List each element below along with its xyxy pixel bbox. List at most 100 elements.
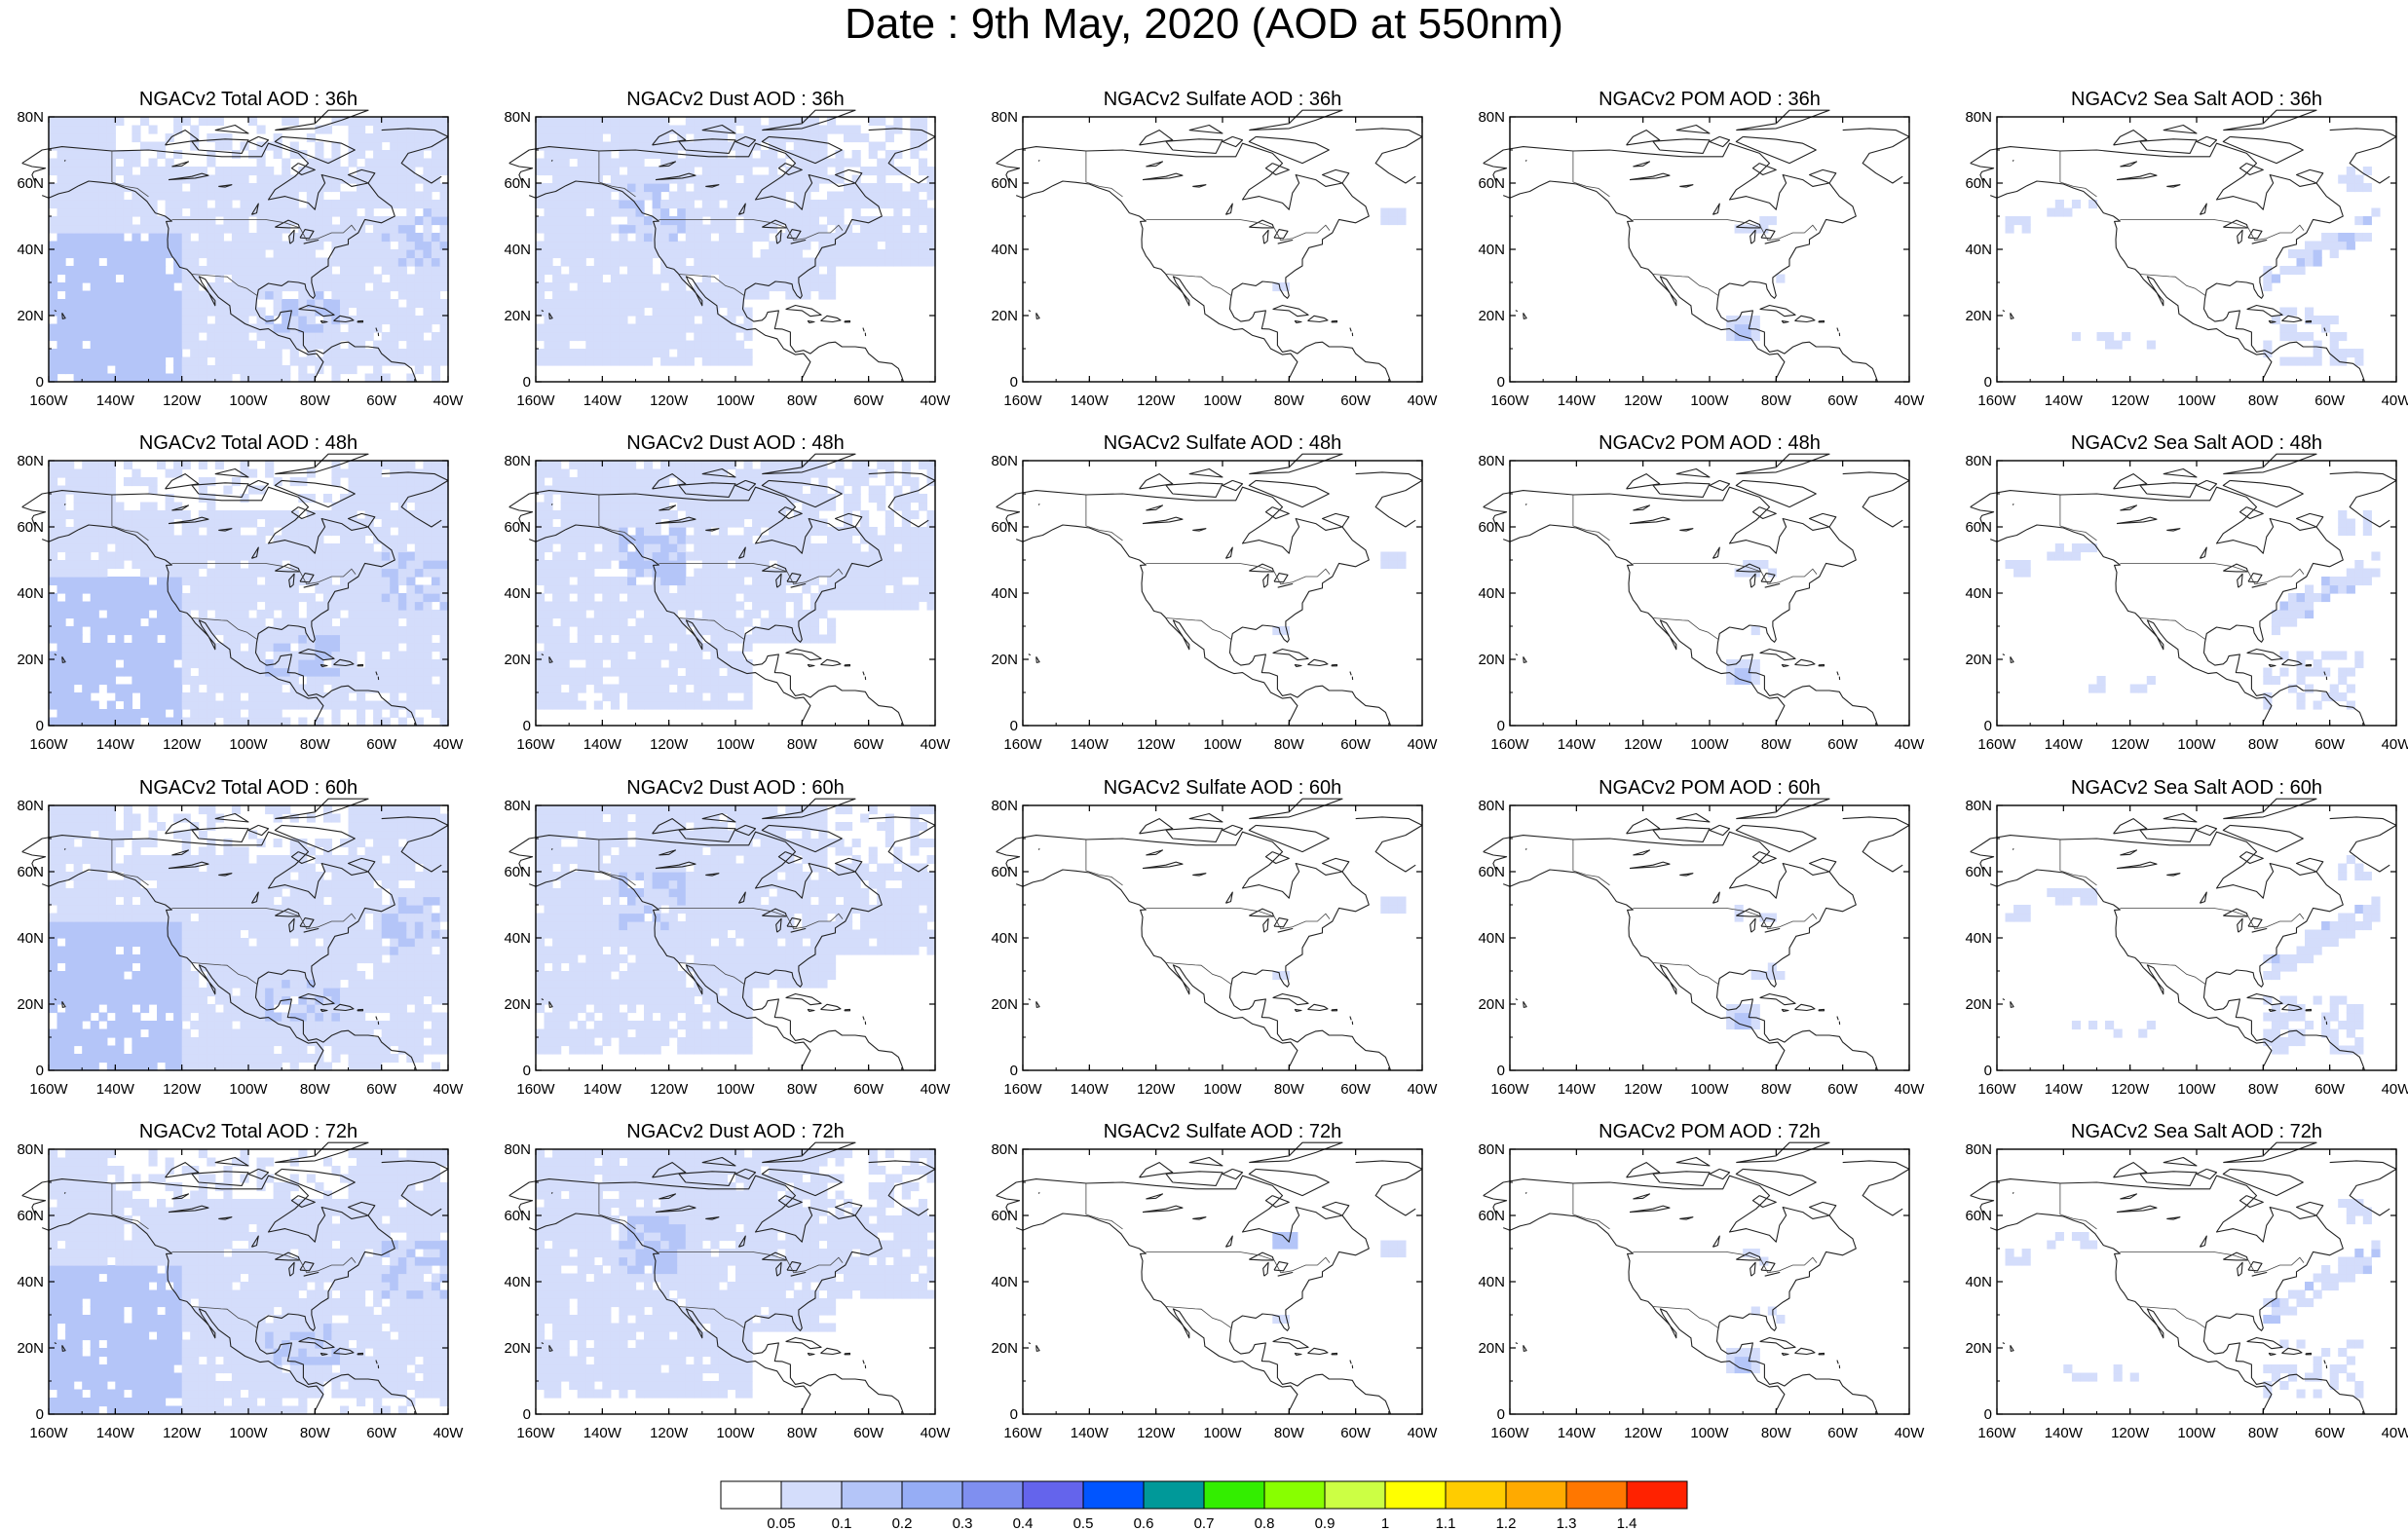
coastline — [996, 851, 1021, 873]
lake-outline — [1633, 504, 1651, 511]
island-outline — [1709, 824, 1731, 837]
lon-tick-label: 80W — [1274, 392, 1305, 409]
island-outline — [61, 1001, 66, 1008]
island-outline — [678, 827, 736, 842]
border-line — [1165, 962, 1232, 986]
lon-tick-label: 60W — [366, 1425, 397, 1441]
island-outline — [820, 1003, 842, 1012]
lake-outline — [762, 563, 788, 573]
island-outline — [1515, 653, 1519, 656]
island-outline — [1264, 506, 1290, 520]
island-outline — [734, 824, 757, 837]
coastline — [1502, 180, 1786, 382]
lake-outline — [2166, 184, 2181, 188]
lake-outline — [1736, 1251, 1762, 1261]
lake-outline — [1224, 203, 1233, 215]
island-outline — [1818, 1352, 1825, 1356]
coastlines — [996, 1141, 1423, 1415]
island-outline — [191, 1171, 249, 1186]
lon-tick-label: 140W — [1558, 736, 1597, 753]
map-plot: 160W 140W 120W 100W 80W 60W 40W 80N 60N 40N 20N 0 — [1965, 798, 2408, 1098]
lake-outline — [171, 1193, 190, 1200]
aod-field — [49, 461, 449, 727]
border-line — [1146, 562, 1331, 585]
aod-field — [536, 117, 936, 366]
lat-tick-label: 0 — [1984, 1406, 1992, 1423]
lon-tick-label: 80W — [2248, 1425, 2279, 1441]
lake-outline — [705, 1216, 720, 1220]
island-outline — [1626, 1162, 1661, 1178]
island-outline — [2323, 327, 2326, 332]
map-panel: NGACv2 Dust AOD : 72h 160W 140W 120W 100W 80W… — [487, 1120, 951, 1441]
island-outline — [1139, 818, 1174, 835]
island-outline — [1781, 319, 1789, 324]
lon-tick-label: 100W — [716, 1425, 755, 1441]
map-panel: NGACv2 Sea Salt AOD : 36h 160W 140W 120W 100… — [1948, 88, 2408, 409]
lon-tick-label: 160W — [516, 1425, 555, 1441]
island-outline — [2010, 313, 2014, 319]
island-outline — [165, 1162, 200, 1178]
island-outline — [2113, 1162, 2148, 1178]
lake-outline — [1712, 546, 1720, 559]
lake-outline — [775, 1261, 782, 1277]
lon-tick-label: 140W — [583, 736, 622, 753]
island-outline — [1028, 1342, 1032, 1345]
aod-field — [2005, 1199, 2381, 1399]
island-outline — [820, 658, 842, 667]
border-line — [171, 1251, 357, 1274]
lat-tick-label: 60N — [1965, 519, 1992, 536]
lat-tick-label: 80N — [1478, 109, 1505, 126]
island-outline — [862, 1360, 865, 1364]
island-outline — [761, 135, 843, 165]
figure-title: Date : 9th May, 2020 (AOD at 550nm) — [845, 0, 1563, 48]
lon-tick-label: 80W — [1274, 736, 1305, 753]
map-plot: 160W 140W 120W 100W 80W 60W 40W 80N 60N 40N 20N 0 — [17, 109, 464, 409]
aod-field — [1272, 551, 1407, 636]
colorbar-swatch — [1324, 1480, 1386, 1510]
lon-tick-label: 120W — [1624, 392, 1663, 409]
coastline — [1970, 142, 2366, 383]
lon-tick-label: 60W — [366, 1081, 397, 1098]
coastline — [1502, 869, 1786, 1070]
island-outline — [1331, 1008, 1338, 1012]
lon-tick-label: 40W — [1408, 1081, 1439, 1098]
lon-tick-label: 60W — [2314, 392, 2346, 409]
border-line — [2120, 218, 2305, 242]
border-line — [1572, 151, 1610, 198]
island-outline — [820, 315, 842, 323]
panel-title: NGACv2 Dust AOD : 60h — [626, 777, 845, 799]
island-outline — [1307, 315, 1329, 323]
island-outline — [762, 453, 856, 475]
lat-tick-label: 20N — [17, 652, 44, 668]
lake-outline — [1146, 161, 1164, 168]
lake-outline — [705, 528, 720, 532]
lat-tick-label: 60N — [504, 519, 531, 536]
aod-field — [49, 117, 449, 383]
colorbar-label: 0.8 — [1255, 1515, 1275, 1531]
lat-tick-label: 60N — [17, 1208, 44, 1224]
border-line — [2059, 840, 2097, 886]
lake-outline — [250, 891, 259, 904]
lake-outline — [2237, 573, 2243, 588]
island-outline — [1188, 1156, 1223, 1167]
lon-tick-label: 80W — [787, 736, 818, 753]
lake-outline — [2116, 861, 2158, 870]
lake-outline — [2120, 504, 2138, 511]
lon-tick-label: 80W — [1761, 392, 1792, 409]
borders — [2059, 151, 2305, 297]
island-outline — [1264, 851, 1290, 865]
aod-field — [1726, 905, 1786, 1030]
island-outline — [2139, 1171, 2198, 1186]
lake-outline — [775, 229, 782, 244]
lake-outline — [2251, 239, 2268, 244]
lon-tick-label: 160W — [1490, 736, 1529, 753]
colorbar-swatch — [1082, 1480, 1145, 1510]
island-outline — [548, 1001, 553, 1008]
lake-outline — [171, 849, 190, 856]
island-outline — [701, 812, 736, 823]
island-outline — [762, 798, 856, 820]
lake-outline — [2223, 908, 2249, 917]
island-outline — [1139, 1162, 1174, 1178]
lake-outline — [168, 172, 209, 181]
map-plot: 160W 140W 120W 100W 80W 60W 40W 80N 60N 40N 20N 0 — [17, 798, 464, 1098]
